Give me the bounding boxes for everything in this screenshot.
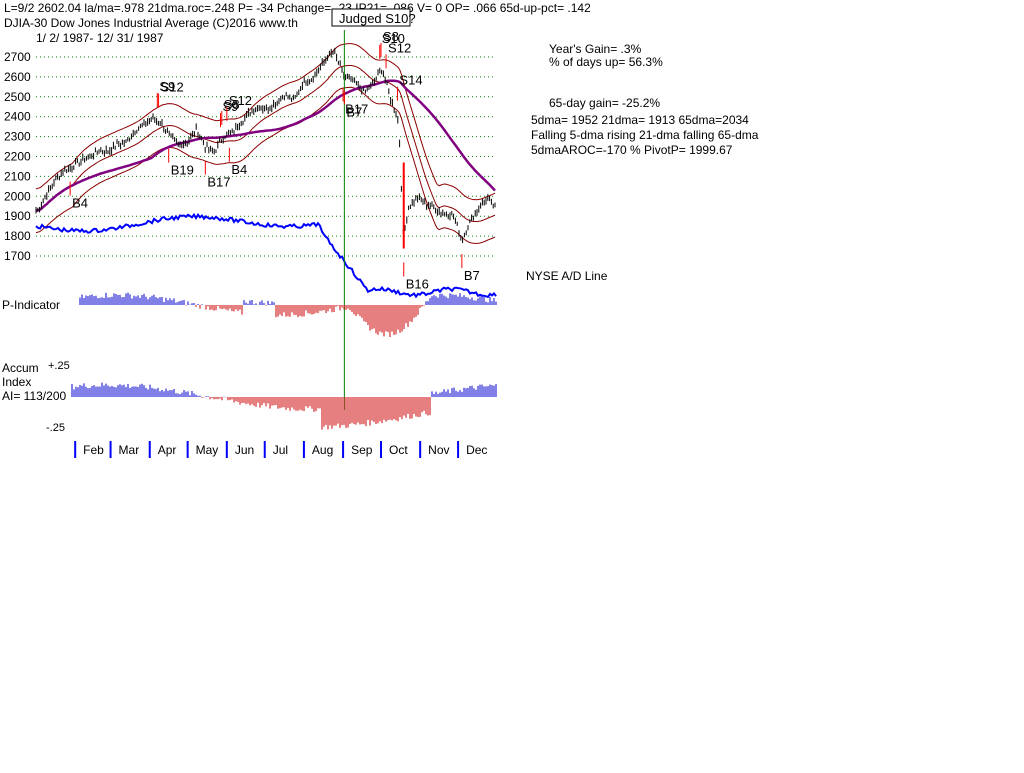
signal-label: S12	[161, 80, 184, 95]
header-status-line: L=9/2 2602.04 la/ma=.978 21dma.roc=.248 …	[4, 1, 591, 15]
signal-s12: S12	[385, 40, 411, 69]
x-tick-label: Jul	[273, 443, 288, 457]
signal-s14: S14	[396, 73, 423, 101]
x-tick-label: Jun	[235, 443, 254, 457]
x-tick-label: Mar	[119, 443, 140, 457]
header-date-range: 1/ 2/ 1987- 12/ 31/ 1987	[36, 31, 164, 45]
signal-label: B4	[72, 196, 88, 211]
signal-b17: B17	[204, 160, 230, 190]
signal-label: S10	[382, 31, 405, 46]
signal-b7: B7	[343, 90, 362, 120]
ad-line	[35, 212, 497, 299]
ad-line-label: NYSE A/D Line	[526, 269, 608, 283]
index-label: Index	[2, 375, 31, 389]
signal-label: B16	[406, 276, 429, 291]
x-tick-label: Dec	[466, 443, 487, 457]
ma65-line	[35, 79, 496, 213]
signal-s12: S12	[226, 93, 252, 121]
y-tick-label: 2700	[4, 50, 31, 64]
dma-aroc-pivot: 5dmaAROC=-170 % PivotP= 1999.67	[531, 143, 733, 157]
signal-s12: S12	[158, 80, 184, 108]
signal-b19: B19	[168, 148, 194, 178]
signal-label: S8	[383, 29, 399, 44]
y-tick-label: 2000	[4, 189, 31, 203]
x-tick-label: Nov	[428, 443, 449, 457]
signal-label: S8	[224, 97, 240, 112]
signal-label: B17	[207, 175, 230, 190]
x-tick-label: Feb	[83, 443, 104, 457]
y-axis-labels: 2700 2600 2500 2400 2300 2200 2100 2000 1900 1800…	[4, 50, 31, 263]
x-tick-label: May	[196, 443, 219, 457]
lower-band-line	[35, 86, 496, 244]
y-tick-label: 1900	[4, 209, 31, 223]
days-up: % of days up= 56.3%	[549, 55, 663, 69]
x-tick-label: Oct	[389, 443, 408, 457]
signal-b17: B17	[342, 87, 368, 117]
y-tick-label: 2200	[4, 150, 31, 164]
signal-label: S9	[159, 79, 175, 94]
accum-pos-level: +.25	[48, 360, 70, 372]
ai-value: AI= 113/200	[2, 389, 66, 403]
signal-s9: S9	[156, 79, 175, 107]
header-title: DJIA-30 Dow Jones Industrial Average (C)…	[4, 16, 298, 30]
signal-b4: B4	[69, 181, 88, 211]
p-indicator-label: P-Indicator	[2, 298, 60, 312]
x-axis: Feb Mar Apr May Jun Jul Aug Sep Oct Nov Dec	[74, 441, 487, 458]
x-tick-label: Sep	[351, 443, 373, 457]
signal-label: B19	[171, 163, 194, 178]
y-tick-label: 1800	[4, 229, 31, 243]
ma21-line	[35, 65, 496, 223]
judged-signal-label: Judged S10?	[339, 11, 416, 26]
dma-trend: Falling 5-dma rising 21-dma falling 65-d…	[531, 128, 759, 142]
judged-signal-box	[331, 8, 411, 27]
signal-b7: B7	[461, 254, 480, 283]
signal-s8: S8	[221, 97, 240, 125]
signal-markers: B4S9S12B19B17B4S8S9S12B17B7S10S8S12S14B1…	[69, 29, 480, 291]
x-tick-label: Apr	[158, 443, 177, 457]
signal-label: B4	[231, 162, 247, 177]
y-tick-label: 1700	[4, 249, 31, 263]
chart-series	[35, 30, 497, 430]
signal-label: B7	[464, 268, 480, 283]
x-tick-label: Aug	[312, 443, 333, 457]
signal-s10: S10	[379, 31, 405, 59]
upper-band-line	[35, 43, 496, 201]
gain-65-day: 65-day gain= -25.2%	[549, 96, 660, 110]
dma-values: 5dma= 1952 21dma= 1913 65dma=2034	[531, 113, 749, 127]
y-tick-label: 2100	[4, 169, 31, 183]
y-tick-label: 2400	[4, 110, 31, 124]
signal-s8: S8	[380, 29, 399, 57]
accum-neg-level: -.25	[46, 422, 65, 434]
years-gain: Year's Gain= .3%	[549, 42, 642, 56]
y-tick-label: 2300	[4, 130, 31, 144]
signal-b4: B4	[228, 147, 247, 177]
y-tick-label: 2600	[4, 70, 31, 84]
y-tick-label: 2500	[4, 90, 31, 104]
signal-label: B7	[346, 105, 362, 120]
signal-label: S12	[388, 40, 411, 55]
signal-label: B17	[345, 102, 368, 117]
signal-label: S12	[229, 93, 252, 108]
signal-b16: B16	[403, 262, 429, 291]
accum-label: Accum	[2, 361, 39, 375]
signal-label: S14	[399, 73, 422, 88]
